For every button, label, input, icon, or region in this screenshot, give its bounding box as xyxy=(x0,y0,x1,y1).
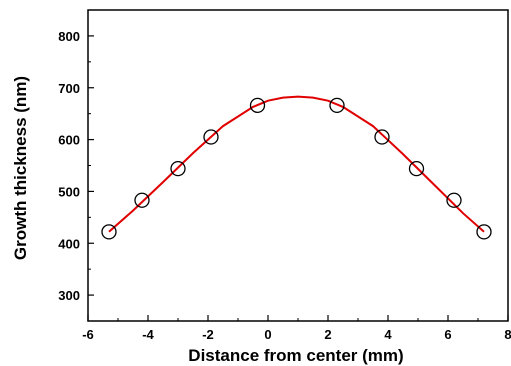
x-tick-label: 0 xyxy=(264,327,271,342)
x-tick-label: -6 xyxy=(82,327,94,342)
y-tick-label: 400 xyxy=(58,236,80,251)
data-point xyxy=(101,224,117,240)
data-point xyxy=(134,192,150,208)
x-tick-label: 2 xyxy=(324,327,331,342)
y-tick-label: 500 xyxy=(58,184,80,199)
x-axis-title: Distance from center (mm) xyxy=(188,346,403,365)
y-axis-title: Growth thickness (nm) xyxy=(11,76,30,260)
x-tick-label: -4 xyxy=(142,327,154,342)
y-tick-label: 300 xyxy=(58,288,80,303)
x-tick-label: 6 xyxy=(444,327,451,342)
plot-frame xyxy=(87,9,509,322)
data-point xyxy=(408,160,425,177)
x-tick-label: 4 xyxy=(384,327,392,342)
y-tick-label: 700 xyxy=(58,81,80,96)
data-point xyxy=(170,160,186,177)
data-point xyxy=(329,97,345,114)
y-tick-label: 800 xyxy=(58,29,80,44)
y-tick-label: 600 xyxy=(58,133,80,148)
data-point xyxy=(476,224,492,240)
fit-curve xyxy=(108,95,485,233)
x-tick-label: -2 xyxy=(202,327,214,342)
data-point xyxy=(249,97,266,114)
data-point xyxy=(446,192,462,208)
x-tick-label: 8 xyxy=(504,327,511,342)
data-point xyxy=(203,129,219,145)
data-point xyxy=(374,129,390,145)
